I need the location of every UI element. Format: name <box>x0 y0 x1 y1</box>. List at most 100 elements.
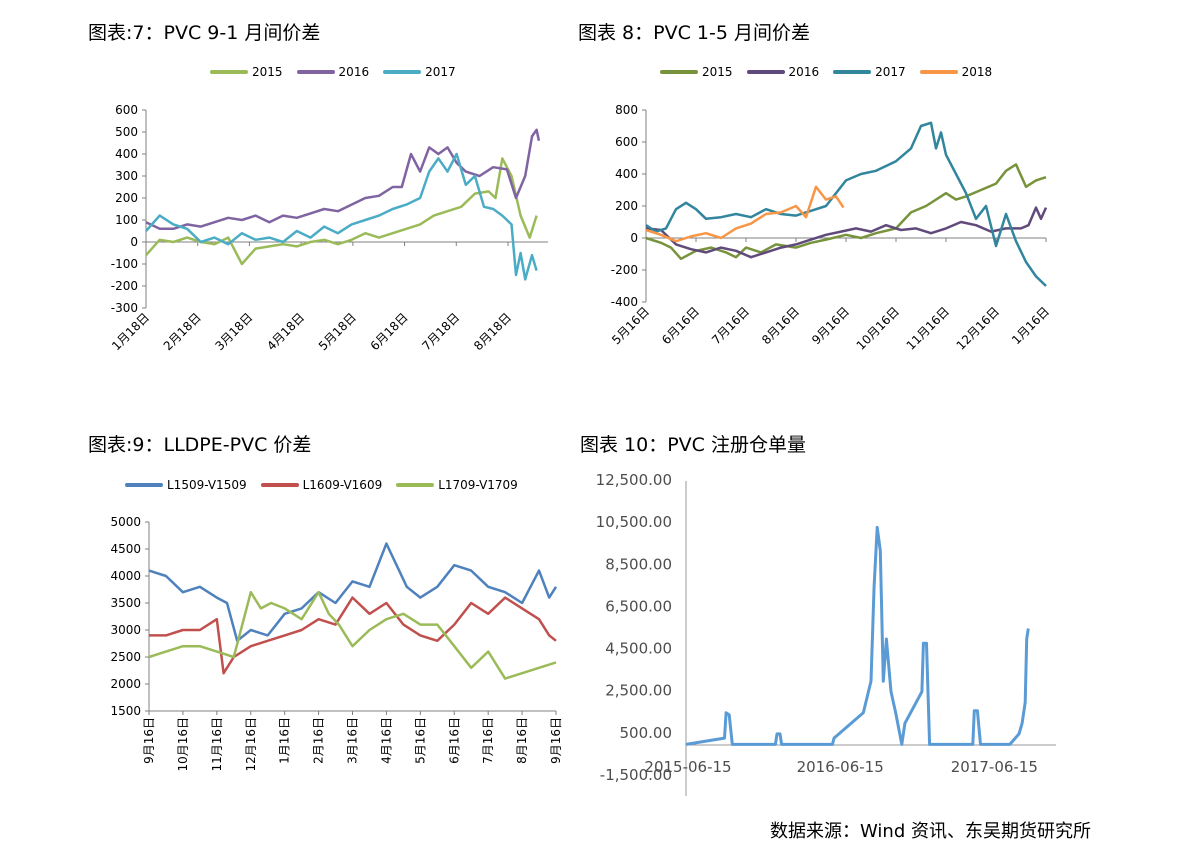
y-tick-label: 2500 <box>110 650 141 664</box>
legend-swatch <box>919 70 958 74</box>
x-tick-label: 7月16日 <box>481 717 495 764</box>
series-line-2016 <box>645 206 1048 259</box>
y-tick-label: 4500 <box>110 542 141 556</box>
legend-swatch <box>296 70 335 74</box>
legend-swatch <box>396 483 435 487</box>
y-tick-label: 2000 <box>110 677 141 691</box>
series-line-l1509-v1509 <box>148 542 558 643</box>
x-tick-label: 4月16日 <box>379 717 393 764</box>
x-tick-label: 12月16日 <box>244 717 258 772</box>
legend-label: 2017 <box>425 65 456 79</box>
x-tick-label: 8月16日 <box>515 717 529 764</box>
data-source: 数据来源：Wind 资讯、东吴期货研究所 <box>770 821 1091 842</box>
chart1-title: 图表:7：PVC 9-1 月间价差 <box>88 22 321 44</box>
y-tick-label: 3000 <box>110 623 141 637</box>
x-tick-label: 2015-06-15 <box>644 758 731 776</box>
y-tick-label: 5000 <box>110 515 141 529</box>
legend-swatch <box>660 70 698 74</box>
legend-item: L1509-V1509 <box>125 478 247 492</box>
y-tick-label: 100 <box>115 213 138 227</box>
x-tick-label: 9月16日 <box>549 717 563 764</box>
series-line-2015 <box>645 163 1047 261</box>
y-tick-label: 800 <box>615 103 638 117</box>
series-line-2016 <box>145 128 541 231</box>
legend-swatch <box>746 70 785 74</box>
legend-item: 2017 <box>833 65 906 79</box>
chart2-title: 图表 8：PVC 1-5 月间价差 <box>578 22 810 44</box>
y-tick-label: 600 <box>615 135 638 149</box>
y-tick-label: 10,500.00 <box>596 513 672 531</box>
y-tick-label: 400 <box>615 167 638 181</box>
x-tick-label: 2月16日 <box>312 717 326 764</box>
y-tick-label: -100 <box>111 257 138 271</box>
legend-label: L1609-V1609 <box>302 478 383 492</box>
chart3-title: 图表:9：LLDPE-PVC 价差 <box>88 434 312 456</box>
x-tick-label: 1月16日 <box>278 717 292 764</box>
y-tick-label: -400 <box>611 295 638 309</box>
y-tick-label: 4000 <box>110 569 141 583</box>
legend-label: L1709-V1709 <box>438 478 518 492</box>
legend-item: 2016 <box>296 65 370 79</box>
series-line-2018 <box>645 185 845 243</box>
series-line-l1709-v1709 <box>148 590 557 680</box>
legend-label: 2018 <box>961 65 993 79</box>
legend-label: 2015 <box>252 65 283 79</box>
legend-label: 2017 <box>875 65 906 79</box>
y-tick-label: 0 <box>630 231 638 245</box>
y-tick-label: -1,500.00 <box>600 766 672 784</box>
y-tick-label: 0 <box>130 235 138 249</box>
x-tick-label: 2016-06-15 <box>797 758 884 776</box>
legend-swatch <box>210 70 248 74</box>
chart2-legend: 2015 2016 2017 2018 <box>660 65 992 79</box>
y-tick-label: 500 <box>115 125 138 139</box>
legend-label: 2016 <box>338 65 370 79</box>
y-tick-label: 3500 <box>110 596 141 610</box>
series-line-- <box>685 525 1030 746</box>
legend-swatch <box>383 70 422 74</box>
series-line-2017 <box>645 121 1047 287</box>
x-tick-label: 10月16日 <box>176 717 190 772</box>
x-tick-label: 6月16日 <box>447 717 461 764</box>
y-tick-label: 4,500.00 <box>605 640 672 658</box>
y-tick-label: 6,500.00 <box>605 597 672 615</box>
y-tick-label: 8,500.00 <box>605 555 672 573</box>
y-tick-label: 12,500.00 <box>596 471 672 489</box>
legend-label: 2015 <box>702 65 733 79</box>
legend-item: 2015 <box>660 65 733 79</box>
x-tick-label: 3月16日 <box>346 717 360 764</box>
y-tick-label: -200 <box>611 263 638 277</box>
legend-swatch <box>833 70 872 74</box>
series-line-2015 <box>145 157 538 266</box>
chart4-title: 图表 10：PVC 注册仓单量 <box>580 434 806 456</box>
y-tick-label: 200 <box>615 199 638 213</box>
legend-item: 2015 <box>210 65 283 79</box>
y-tick-label: 200 <box>115 191 138 205</box>
x-tick-label: 5月16日 <box>413 717 427 764</box>
y-tick-label: 400 <box>115 147 138 161</box>
y-tick-label: -300 <box>111 301 138 315</box>
series-line-l1609-v1609 <box>149 596 557 675</box>
x-tick-label: 2017-06-15 <box>951 758 1038 776</box>
chart1-legend: 2015 2016 2017 <box>210 65 456 79</box>
y-tick-label: 1500 <box>110 704 141 718</box>
series-line-2017 <box>145 152 538 281</box>
y-tick-label: -200 <box>111 279 138 293</box>
legend-label: 2016 <box>788 65 820 79</box>
legend-item: 2018 <box>919 65 993 79</box>
y-tick-label: 300 <box>115 169 138 183</box>
y-tick-label: 2,500.00 <box>605 682 672 700</box>
legend-swatch <box>260 483 299 487</box>
legend-label: L1509-V1509 <box>167 478 247 492</box>
legend-item: L1709-V1709 <box>396 478 518 492</box>
legend-item: 2017 <box>383 65 456 79</box>
x-tick-label: 9月16日 <box>142 717 156 764</box>
chart3-legend: L1509-V1509 L1609-V1609 L1709-V1709 <box>125 478 518 492</box>
x-tick-label: 11月16日 <box>210 717 224 772</box>
y-tick-label: 500.00 <box>620 724 673 742</box>
legend-swatch <box>125 483 163 487</box>
y-tick-label: 600 <box>115 103 138 117</box>
